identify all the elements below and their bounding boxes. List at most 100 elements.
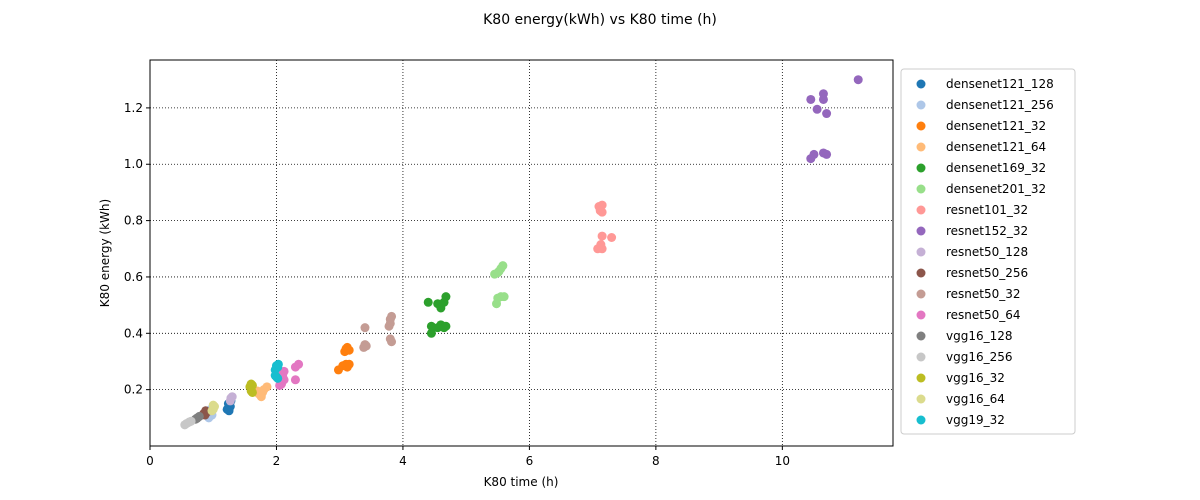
legend-marker [916,121,926,131]
y-tick-label: 1.2 [124,101,143,115]
data-point [186,416,196,426]
legend-label: vgg16_32 [946,371,1005,385]
data-points [180,75,863,430]
legend-marker [916,352,926,362]
y-tick-label: 0.4 [124,326,143,340]
legend-marker [916,226,926,236]
data-point [208,400,218,410]
series-densenet169_32 [423,292,451,338]
data-point [426,328,436,338]
series-vgg19_32 [270,359,283,383]
data-point [344,345,354,355]
data-point [423,297,433,307]
data-point [853,75,863,85]
legend-marker [916,100,926,110]
legend-marker [916,415,926,425]
legend-item-vgg19_32: vgg19_32 [916,413,1005,427]
legend-item-vgg16_128: vgg16_128 [916,329,1013,343]
series-vgg16_32 [245,379,257,397]
data-point [224,406,234,416]
series-densenet121_32 [333,342,354,375]
legend-label: resnet152_32 [946,224,1028,238]
data-point [344,359,354,369]
series-resnet101_32 [593,200,617,254]
data-point [596,240,606,250]
data-point [441,292,451,302]
x-tick-label: 6 [526,454,534,468]
legend-item-densenet121_128: densenet121_128 [916,77,1054,91]
y-axis-label: K80 energy (kWh) [98,199,112,307]
legend-marker [916,331,926,341]
series-resnet50_32 [359,311,397,352]
x-tick-label: 2 [273,454,281,468]
legend-label: densenet201_32 [946,182,1046,196]
data-point [247,387,257,397]
data-point [822,109,832,119]
legend-marker [916,142,926,152]
legend-label: resnet50_128 [946,245,1028,259]
legend-label: densenet121_32 [946,119,1046,133]
legend-item-densenet121_256: densenet121_256 [916,98,1054,112]
data-point [822,149,832,159]
legend-label: resnet50_64 [946,308,1021,322]
data-point [441,321,451,331]
y-tick-label: 0.2 [124,383,143,397]
legend-item-resnet50_64: resnet50_64 [916,308,1021,322]
data-point [387,311,397,321]
legend-item-densenet169_32: densenet169_32 [916,161,1046,175]
data-point [360,323,370,333]
x-tick-label: 10 [775,454,790,468]
x-axis-ticks: 0 2 4 6 8 10 [146,446,790,468]
legend-item-vgg16_256: vgg16_256 [916,350,1013,364]
legend-item-resnet50_32: resnet50_32 [916,287,1021,301]
data-point [262,382,272,392]
data-point [256,392,266,402]
legend-item-densenet201_32: densenet201_32 [916,182,1046,196]
series-vgg16_256 [180,416,196,430]
legend-item-densenet121_32: densenet121_32 [916,119,1046,133]
data-point [812,104,822,114]
data-point [290,362,300,372]
chart-title: K80 energy(kWh) vs K80 time (h) [483,12,717,28]
legend-marker [916,247,926,257]
plot-area-frame [149,59,894,447]
legend-marker [916,394,926,404]
legend-label: vgg19_32 [946,413,1005,427]
data-point [273,359,283,369]
series-resnet50_128 [225,392,237,406]
legend-label: resnet50_256 [946,266,1028,280]
y-axis-ticks: 0.2 0.4 0.6 0.8 1.0 1.2 [124,101,150,397]
x-axis-label: K80 time (h) [484,475,559,489]
legend-item-densenet121_64: densenet121_64 [916,140,1046,154]
data-point [597,231,607,241]
legend-item-resnet101_32: resnet101_32 [916,203,1028,217]
x-tick-label: 8 [652,454,660,468]
series-densenet201_32 [490,261,509,309]
legend-item-vgg16_32: vgg16_32 [916,371,1005,385]
data-point [359,342,369,352]
data-point [290,375,300,385]
legend-label: densenet121_256 [946,98,1054,112]
legend-marker [916,289,926,299]
legend-frame [900,68,1076,435]
legend-marker [916,205,926,215]
y-tick-label: 0.6 [124,270,143,284]
data-point [275,380,285,390]
legend-marker [916,310,926,320]
legend-label: vgg16_64 [946,392,1005,406]
legend-label: densenet121_64 [946,140,1046,154]
data-point [384,321,394,331]
y-tick-label: 0.8 [124,214,143,228]
y-tick-label: 1.0 [124,157,143,171]
legend-label: vgg16_256 [946,350,1013,364]
data-point [806,94,816,104]
legend-label: resnet50_32 [946,287,1021,301]
x-tick-label: 0 [146,454,154,468]
legend-label: densenet169_32 [946,161,1046,175]
legend-label: vgg16_128 [946,329,1013,343]
legend-marker [916,373,926,383]
data-point [806,154,816,164]
data-point [499,292,509,302]
legend: densenet121_128 densenet121_256 densenet12… [900,68,1076,435]
